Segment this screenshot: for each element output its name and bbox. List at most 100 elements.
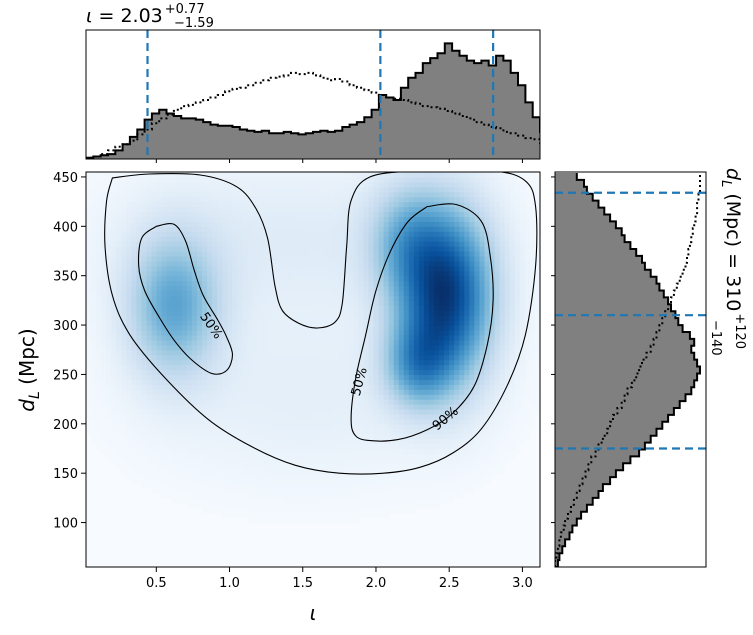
density-cell (413, 320, 420, 326)
density-cell (186, 216, 193, 222)
density-cell (91, 290, 97, 297)
density-cell (333, 483, 339, 489)
density-cell (257, 196, 264, 203)
density-cell (302, 310, 309, 316)
density-cell (383, 399, 390, 405)
density-cell (358, 339, 365, 346)
density-cell (207, 458, 213, 464)
density-cell (307, 275, 314, 282)
density-cell (287, 330, 294, 336)
density-cell (343, 478, 349, 484)
density-cell (131, 186, 138, 193)
density-cell (267, 176, 274, 183)
density-cell (348, 468, 354, 474)
density-cell (423, 315, 430, 321)
density-cell (121, 226, 127, 232)
density-cell (191, 255, 198, 262)
density-cell (252, 384, 259, 390)
density-cell (161, 488, 168, 494)
density-cell (292, 334, 299, 341)
density-cell (202, 236, 208, 242)
density-cell (307, 181, 314, 188)
density-cell (434, 265, 440, 272)
density-cell (176, 310, 183, 316)
density-cell (343, 226, 349, 232)
density-cell (171, 384, 178, 390)
density-cell (368, 186, 375, 193)
density-cell (237, 463, 243, 469)
density-cell (323, 251, 329, 257)
density-cell (388, 379, 395, 385)
density-cell (262, 413, 269, 420)
density-cell (257, 241, 264, 247)
density-cell (212, 201, 218, 208)
density-cell (318, 206, 324, 213)
density-cell (267, 211, 274, 218)
density-cell (116, 315, 122, 321)
density-cell (353, 246, 359, 252)
density-cell (287, 463, 294, 469)
density-cell (212, 191, 218, 198)
density-cell (449, 433, 455, 440)
density-cell (348, 507, 354, 514)
density-cell (262, 458, 269, 464)
density-cell (454, 478, 460, 484)
density-cell (252, 186, 259, 193)
density-cell (91, 409, 97, 415)
density-cell (222, 201, 228, 208)
density-cell (444, 369, 450, 376)
density-cell (363, 399, 370, 405)
density-cell (121, 334, 127, 341)
density-cell (222, 295, 228, 301)
density-cell (191, 389, 198, 395)
density-cell (358, 463, 365, 469)
density-cell (126, 339, 132, 346)
density-cell (439, 191, 445, 198)
density-cell (333, 251, 339, 257)
density-cell (338, 330, 344, 336)
density-cell (237, 211, 243, 218)
density-cell (353, 507, 359, 514)
density-cell (292, 206, 299, 213)
density-cell (202, 507, 208, 514)
density-cell (227, 255, 233, 262)
density-cell (358, 172, 365, 178)
density-cell (449, 181, 455, 188)
density-cell (151, 374, 158, 380)
density-cell (262, 310, 269, 316)
density-cell (106, 196, 112, 203)
density-cell (146, 191, 153, 198)
density-cell (237, 413, 243, 420)
density-cell (267, 241, 274, 247)
density-cell (257, 290, 264, 297)
density-cell (151, 221, 158, 227)
density-cell (449, 423, 455, 430)
density-cell (423, 409, 430, 415)
density-cell (439, 448, 445, 455)
density-cell (429, 246, 435, 252)
density-cell (444, 473, 450, 479)
density-cell (383, 409, 390, 415)
density-cell (393, 196, 400, 203)
density-cell (287, 438, 294, 445)
density-cell (176, 359, 183, 366)
density-cell (272, 379, 279, 385)
density-cell (388, 399, 395, 405)
density-cell (297, 384, 304, 390)
density-cell (328, 453, 334, 459)
density-cell (297, 492, 304, 499)
density-cell (237, 423, 243, 430)
density-cell (227, 433, 233, 440)
density-cell (323, 265, 329, 272)
density-cell (131, 265, 138, 272)
density-cell (393, 176, 400, 183)
density-cell (307, 443, 314, 450)
density-cell (454, 453, 460, 459)
density-cell (232, 290, 238, 297)
density-cell (212, 246, 218, 252)
density-cell (217, 265, 223, 272)
density-cell (252, 305, 259, 311)
density-cell (378, 196, 385, 203)
density-cell (413, 438, 420, 445)
density-cell (373, 512, 380, 519)
